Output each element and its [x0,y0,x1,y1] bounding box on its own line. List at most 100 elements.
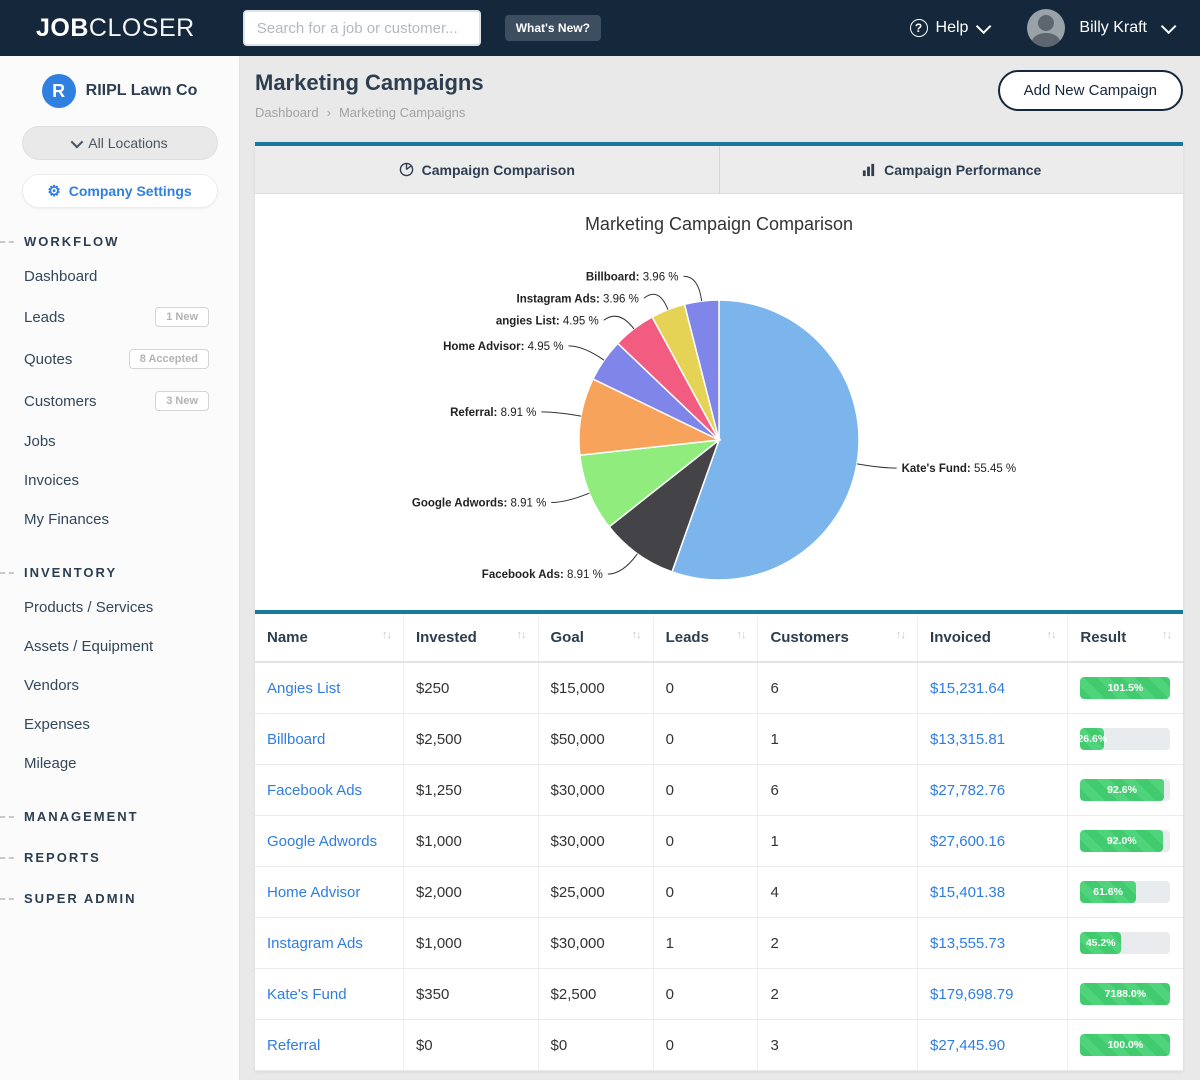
result-progress-fill: 7188.0% [1080,983,1170,1005]
cell-invoiced-link[interactable]: $13,315.81 [930,731,1005,748]
cell-name-link[interactable]: Home Advisor [267,884,360,901]
table-row: Google Adwords$1,000$30,00001$27,600.169… [255,816,1183,867]
gear-icon: ⚙ [47,184,60,199]
cell-leads: 0 [653,969,758,1020]
search-input[interactable] [243,10,481,46]
section-label: SUPER ADMIN [24,891,137,906]
tab-campaign-performance[interactable]: Campaign Performance [719,146,1184,193]
sidebar-item-label: Expenses [24,716,90,733]
sidebar-item-label: Customers [24,393,97,410]
sidebar-section-workflow[interactable]: WORKFLOW [0,234,239,249]
sort-icon[interactable]: ↑↓ [1162,629,1171,641]
label-connector-line [608,554,638,574]
user-name[interactable]: Billy Kraft [1079,19,1147,37]
cell-name: Google Adwords [255,816,403,867]
section-dash-icon [0,572,14,574]
column-header-leads[interactable]: Leads↑↓ [653,614,758,662]
sidebar-section-management[interactable]: MANAGEMENT [0,809,239,824]
page-title: Marketing Campaigns [255,70,484,96]
cell-name-link[interactable]: Billboard [267,731,325,748]
cell-name-link[interactable]: Instagram Ads [267,935,363,952]
cell-invested: $2,000 [403,867,538,918]
all-locations-selector[interactable]: All Locations [22,126,218,160]
tab-campaign-comparison[interactable]: Campaign Comparison [255,146,719,193]
sort-icon[interactable]: ↑↓ [517,629,526,641]
cell-name-link[interactable]: Google Adwords [267,833,377,850]
avatar[interactable] [1027,9,1065,47]
result-progress-fill: 92.0% [1080,830,1163,852]
cell-invoiced-link[interactable]: $27,445.90 [930,1037,1005,1054]
cell-result: 61.6% [1068,867,1183,918]
campaign-card: Campaign Comparison Campaign Performance… [255,142,1183,1071]
sidebar-item-dashboard[interactable]: Dashboard [0,257,239,296]
label-connector-line [644,294,668,309]
sidebar-section-reports[interactable]: REPORTS [0,850,239,865]
label-connector-line [857,464,897,468]
company-settings-button[interactable]: ⚙ Company Settings [22,174,218,208]
chevron-down-icon[interactable] [1161,18,1177,34]
cell-name-link[interactable]: Facebook Ads [267,782,362,799]
chevron-down-icon [71,135,84,148]
result-progress-fill: 92.6% [1080,779,1163,801]
breadcrumb-dashboard[interactable]: Dashboard [255,105,319,120]
tab-label: Campaign Performance [884,162,1041,178]
company-name: RIIPL Lawn Co [86,82,198,100]
sidebar-item-invoices[interactable]: Invoices [0,461,239,500]
result-progress-bar: 61.6% [1080,881,1170,903]
sort-icon[interactable]: ↑↓ [896,629,905,641]
sort-icon[interactable]: ↑↓ [382,629,391,641]
sidebar-item-vendors[interactable]: Vendors [0,666,239,705]
cell-invoiced-link[interactable]: $15,231.64 [930,680,1005,697]
sidebar-item-quotes[interactable]: Quotes8 Accepted [0,338,239,380]
help-menu[interactable]: ? Help [910,19,988,37]
cell-customers: 6 [758,662,918,714]
cell-result: 7188.0% [1068,969,1183,1020]
cell-name-link[interactable]: Kate's Fund [267,986,347,1003]
sidebar-section-inventory[interactable]: INVENTORY [0,565,239,580]
column-header-invested[interactable]: Invested↑↓ [403,614,538,662]
status-badge: 3 New [155,391,209,411]
status-badge: 1 New [155,307,209,327]
app-logo[interactable]: JOBCLOSER [36,14,195,43]
sidebar-item-mileage[interactable]: Mileage [0,744,239,783]
column-header-name[interactable]: Name↑↓ [255,614,403,662]
column-header-goal[interactable]: Goal↑↓ [538,614,653,662]
cell-invoiced-link[interactable]: $15,401.38 [930,884,1005,901]
cell-name-link[interactable]: Angies List [267,680,340,697]
sidebar-item-leads[interactable]: Leads1 New [0,296,239,338]
avatar-head [1038,15,1054,31]
sort-icon[interactable]: ↑↓ [736,629,745,641]
section-dash-icon [0,898,14,900]
sidebar-item-jobs[interactable]: Jobs [0,422,239,461]
sidebar-item-customers[interactable]: Customers 3 New [0,380,239,422]
table-row: Angies List$250$15,00006$15,231.64101.5% [255,662,1183,714]
cell-invoiced-link[interactable]: $27,782.76 [930,782,1005,799]
column-header-customers[interactable]: Customers↑↓ [758,614,918,662]
column-header-result[interactable]: Result↑↓ [1068,614,1183,662]
cell-leads: 0 [653,1020,758,1071]
whats-new-button[interactable]: What's New? [505,15,601,41]
table-row: Referral$0$003$27,445.90100.0% [255,1020,1183,1071]
cell-invoiced-link[interactable]: $27,600.16 [930,833,1005,850]
sort-icon[interactable]: ↑↓ [1046,629,1055,641]
cell-invoiced-link[interactable]: $13,555.73 [930,935,1005,952]
sidebar-item-assets-equipment[interactable]: Assets / Equipment [0,627,239,666]
sidebar-item-expenses[interactable]: Expenses [0,705,239,744]
sort-icon[interactable]: ↑↓ [632,629,641,641]
sidebar-item-my-finances[interactable]: My Finances [0,500,239,539]
sidebar-section-super-admin[interactable]: SUPER ADMIN [0,891,239,906]
add-new-campaign-button[interactable]: Add New Campaign [998,70,1183,111]
result-progress-bar: 7188.0% [1080,983,1170,1005]
table-body: Angies List$250$15,00006$15,231.64101.5%… [255,662,1183,1071]
column-header-invoiced[interactable]: Invoiced↑↓ [918,614,1068,662]
cell-name-link[interactable]: Referral [267,1037,320,1054]
cell-customers: 1 [758,714,918,765]
cell-invested: $0 [403,1020,538,1071]
sidebar-item-products-services[interactable]: Products / Services [0,588,239,627]
label-connector-line [604,316,634,329]
cell-invoiced-link[interactable]: $179,698.79 [930,986,1013,1003]
company-header: R RIIPL Lawn Co [0,74,239,108]
logo-light: CLOSER [89,14,195,42]
section-label: MANAGEMENT [24,809,139,824]
pie-label-instagram-ads: Instagram Ads: 3.96 % [517,293,639,305]
